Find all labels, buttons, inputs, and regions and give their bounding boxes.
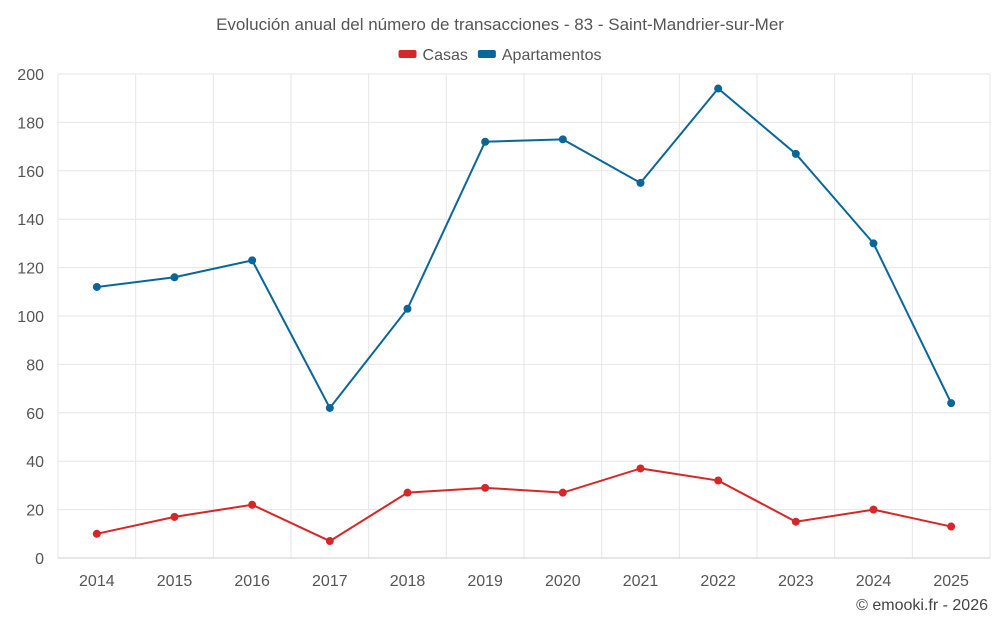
data-point-apartamentos[interactable]	[947, 399, 956, 408]
data-point-apartamentos[interactable]	[248, 256, 257, 265]
y-tick-label: 40	[26, 454, 44, 471]
data-point-apartamentos[interactable]	[481, 137, 490, 146]
data-point-apartamentos[interactable]	[325, 403, 334, 412]
data-point-casas[interactable]	[325, 537, 334, 546]
x-tick-label: 2023	[778, 573, 814, 590]
data-point-casas[interactable]	[714, 476, 723, 485]
data-point-apartamentos[interactable]	[636, 178, 645, 187]
series-line-casas	[96, 467, 952, 543]
series-layer	[92, 84, 956, 546]
x-tick-label: 2015	[157, 573, 193, 590]
y-tick-label: 80	[26, 357, 44, 374]
grid	[57, 73, 991, 559]
x-tick-label: 2019	[467, 573, 503, 590]
data-point-apartamentos[interactable]	[714, 84, 723, 93]
y-tick-label: 20	[26, 503, 44, 520]
x-tick-label: 2016	[234, 573, 270, 590]
y-tick-label: 100	[17, 309, 44, 326]
data-point-casas[interactable]	[403, 488, 412, 497]
data-point-apartamentos[interactable]	[92, 282, 101, 291]
data-point-casas[interactable]	[947, 522, 956, 531]
axes: 0 20 40 60 80 100 120 140 160 180 200 2014 2015 2016 2…	[17, 67, 990, 590]
x-tick-label: 2025	[933, 573, 969, 590]
y-tick-label: 160	[17, 164, 44, 181]
legend-item-apartamentos[interactable]: Apartamentos	[477, 47, 602, 64]
series-line-apartamentos	[96, 87, 953, 410]
legend-label: Casas	[423, 47, 468, 64]
data-point-apartamentos[interactable]	[170, 273, 179, 282]
y-tick-label: 0	[35, 551, 44, 568]
chart-title: Evolución anual del número de transaccio…	[216, 15, 784, 34]
legend-swatch	[477, 50, 496, 58]
data-point-casas[interactable]	[248, 500, 257, 509]
data-point-casas[interactable]	[636, 464, 645, 473]
x-tick-label: 2014	[79, 573, 115, 590]
x-tick-label: 2017	[312, 573, 348, 590]
data-point-casas[interactable]	[481, 483, 490, 492]
data-point-apartamentos[interactable]	[558, 135, 567, 144]
x-tick-label: 2024	[856, 573, 892, 590]
y-tick-label: 60	[26, 406, 44, 423]
data-point-apartamentos[interactable]	[403, 304, 412, 313]
legend: Casas Apartamentos	[398, 47, 602, 64]
data-point-apartamentos[interactable]	[791, 149, 800, 158]
data-point-casas[interactable]	[791, 517, 800, 526]
x-tick-label: 2022	[700, 573, 736, 590]
y-tick-label: 120	[17, 261, 44, 278]
legend-swatch	[398, 50, 417, 58]
y-tick-label: 200	[17, 67, 44, 84]
legend-item-casas[interactable]: Casas	[398, 47, 468, 64]
data-point-casas[interactable]	[558, 488, 567, 497]
x-tick-label: 2018	[390, 573, 426, 590]
data-point-apartamentos[interactable]	[869, 239, 878, 248]
x-tick-label: 2020	[545, 573, 581, 590]
data-point-casas[interactable]	[869, 505, 878, 514]
copyright-credit: © emooki.fr - 2026	[856, 597, 988, 614]
y-tick-label: 140	[17, 212, 44, 229]
legend-label: Apartamentos	[502, 47, 602, 64]
data-point-casas[interactable]	[170, 512, 179, 521]
x-tick-label: 2021	[623, 573, 659, 590]
y-tick-label: 180	[17, 115, 44, 132]
data-point-casas[interactable]	[92, 529, 101, 538]
